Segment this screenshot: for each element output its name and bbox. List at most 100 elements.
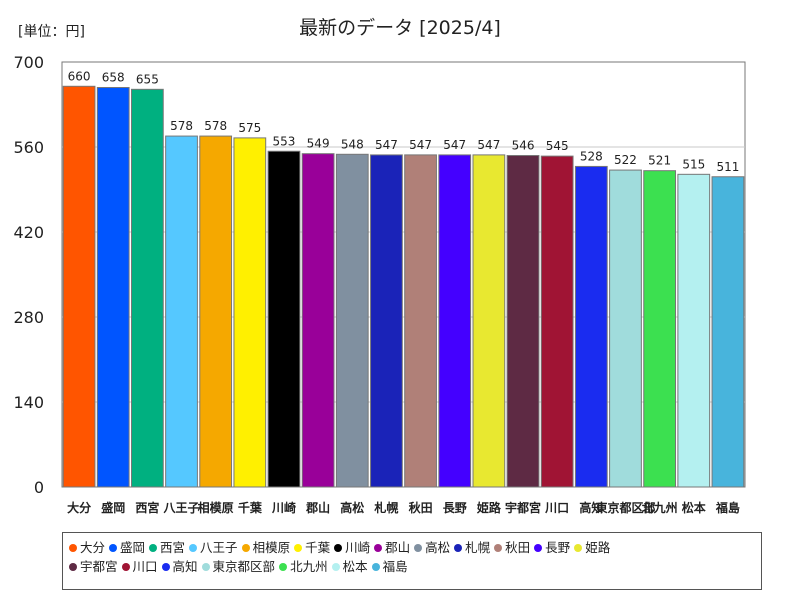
x-tick-label: 川口 <box>544 501 569 515</box>
bar <box>335 153 369 488</box>
legend-item: 秋田 <box>494 538 530 557</box>
legend-item: 相模原 <box>241 538 291 557</box>
legend-label: 郡山 <box>385 540 411 555</box>
x-tick-label: 大分 <box>67 500 91 515</box>
x-tick-label: 東京都区部 <box>595 500 655 515</box>
bar <box>506 155 540 488</box>
legend-marker <box>534 543 543 552</box>
data-label: 547 <box>477 138 500 152</box>
legend-marker <box>494 543 503 552</box>
data-label: 522 <box>614 153 637 167</box>
y-tick-label: 280 <box>13 308 44 327</box>
legend-item: 盛岡 <box>109 538 145 557</box>
legend-label: 川崎 <box>345 540 371 555</box>
data-label: 547 <box>375 138 398 152</box>
y-tick-label: 0 <box>34 478 44 497</box>
legend-marker <box>279 562 288 571</box>
bar <box>609 169 642 488</box>
legend-label: 川口 <box>132 559 158 574</box>
legend-item: 千葉 <box>294 538 330 557</box>
legend-label: 松本 <box>342 559 368 574</box>
data-label: 655 <box>136 72 159 86</box>
legend-label: 北九州 <box>290 559 328 574</box>
legend-item: 郡山 <box>374 538 410 557</box>
x-tick-label: 宇都宮 <box>505 500 541 515</box>
data-label: 511 <box>716 160 739 174</box>
legend-item: 大分 <box>69 538 105 557</box>
x-tick-label: 秋田 <box>409 500 433 515</box>
data-label: 548 <box>341 137 364 151</box>
legend-item: 札幌 <box>454 538 490 557</box>
data-label: 547 <box>443 138 466 152</box>
legend-item: 福島 <box>371 557 408 576</box>
legend-label: 八王子 <box>200 540 238 555</box>
legend-label: 長野 <box>545 540 571 555</box>
bar <box>267 150 301 488</box>
bar <box>301 153 335 488</box>
legend-marker <box>574 543 583 552</box>
legend-label: 札幌 <box>465 540 491 555</box>
legend-item: 姫路 <box>574 538 610 557</box>
bar <box>643 170 677 488</box>
data-label: 575 <box>238 121 261 135</box>
bar <box>677 173 711 488</box>
legend-marker <box>334 543 343 552</box>
bar <box>404 154 437 488</box>
x-tick-label: 郡山 <box>305 500 330 515</box>
legend-item: 高松 <box>414 538 450 557</box>
legend-item: 長野 <box>534 538 570 557</box>
y-tick-label: 560 <box>13 138 44 157</box>
legend-label: 福島 <box>382 559 408 574</box>
bar <box>130 88 164 488</box>
legend-label: 高知 <box>172 559 198 574</box>
data-label: 515 <box>682 157 705 171</box>
bar <box>540 155 574 488</box>
data-label: 545 <box>546 139 569 153</box>
legend-marker <box>371 562 380 571</box>
x-tick-label: 松本 <box>682 500 706 515</box>
legend-item: 宇都宮 <box>69 557 118 576</box>
legend-label: 姫路 <box>585 540 611 555</box>
y-tick-label: 700 <box>13 53 44 72</box>
legend-marker <box>189 543 198 552</box>
legend-label: 盛岡 <box>120 540 146 555</box>
x-tick-label: 長野 <box>443 500 467 515</box>
bar <box>574 165 608 488</box>
x-tick-label: 千葉 <box>238 500 263 515</box>
legend-label: 西宮 <box>160 540 186 555</box>
data-label: 660 <box>68 69 91 83</box>
x-tick-label: 福島 <box>715 500 740 515</box>
legend-marker <box>331 562 340 571</box>
legend-marker <box>149 543 158 552</box>
x-tick-label: 北九州 <box>642 500 678 515</box>
legend-label: 宇都宮 <box>80 559 118 574</box>
unit-label: [単位：円] <box>18 24 85 40</box>
data-label: 553 <box>273 134 296 148</box>
bar <box>233 137 267 488</box>
legend-item: 高知 <box>161 557 198 576</box>
legend-marker <box>69 562 77 571</box>
data-label: 528 <box>580 149 603 163</box>
data-label: 546 <box>512 139 535 153</box>
bar <box>438 154 472 488</box>
x-tick-label: 高知 <box>579 500 603 515</box>
bar <box>96 87 130 488</box>
legend-item: 八王子 <box>189 538 238 557</box>
legend-marker <box>454 543 463 552</box>
legend-marker <box>414 543 423 552</box>
bar <box>62 85 96 488</box>
legend-marker <box>69 543 77 552</box>
legend-label: 相模原 <box>252 540 291 555</box>
bar <box>370 154 403 488</box>
legend-marker <box>109 543 118 552</box>
legend-label: 秋田 <box>505 540 531 555</box>
data-label: 521 <box>648 154 671 168</box>
legend-marker <box>201 562 210 571</box>
legend-label: 大分 <box>80 540 106 555</box>
bar <box>472 154 506 488</box>
x-tick-label: 高松 <box>340 500 364 515</box>
x-tick-label: 相模原 <box>198 500 234 515</box>
x-tick-label: 姫路 <box>477 500 502 515</box>
y-tick-label: 420 <box>13 223 44 242</box>
